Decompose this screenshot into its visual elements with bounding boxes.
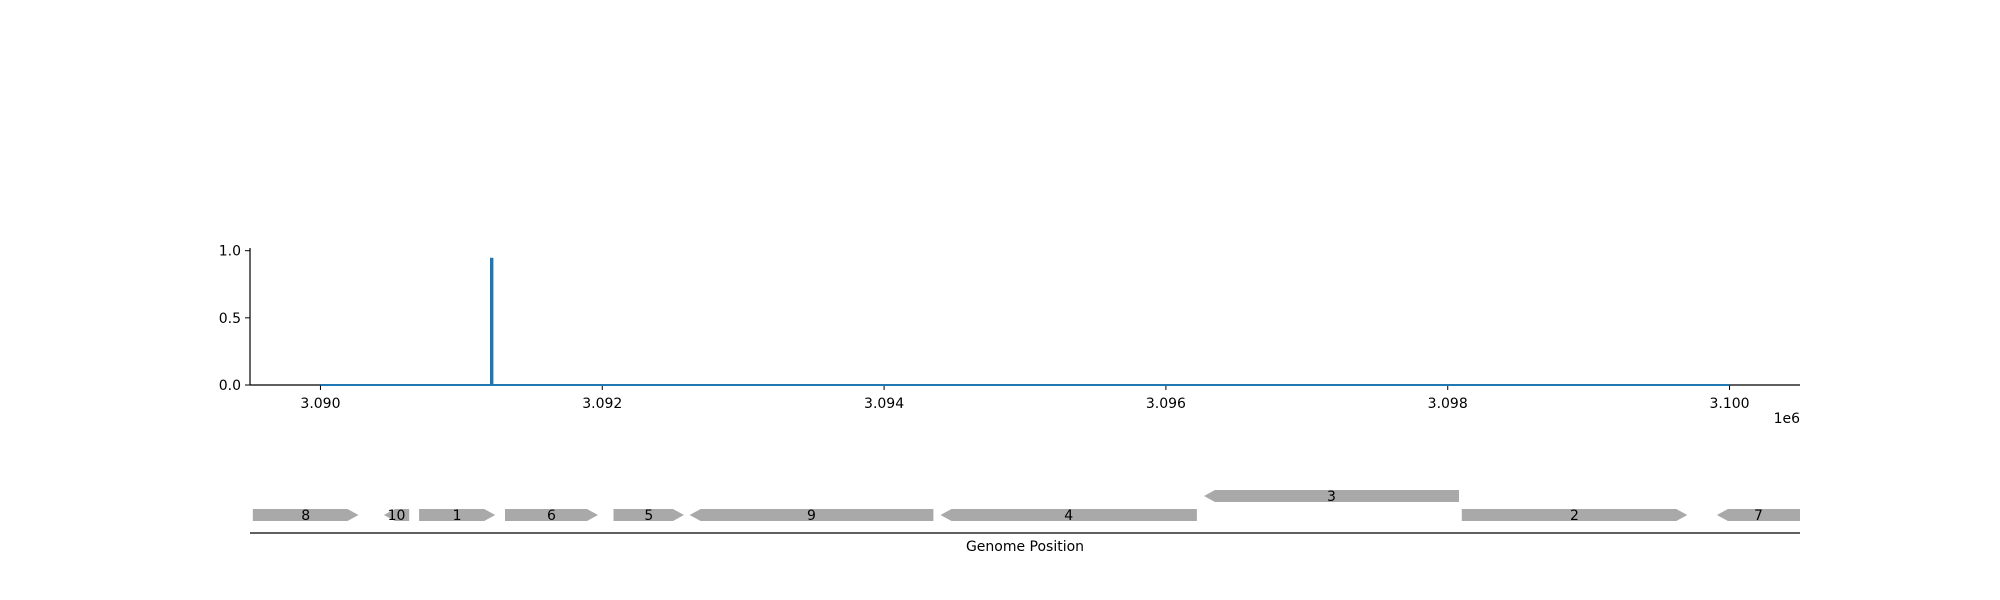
y-tick-label: 1.0 (219, 244, 241, 260)
gene-label: 8 (301, 508, 310, 524)
y-tick-label: 0.0 (219, 378, 241, 394)
x-tick-label: 3.092 (582, 396, 622, 412)
gene-label: 9 (807, 508, 816, 524)
x-offset-label: 1e6 (1774, 411, 1801, 427)
gene-arrow (1716, 509, 1800, 521)
gene-arrow (383, 509, 410, 521)
gene-arrows: 8 10 1 6 5 9 4 3 2 7 (252, 489, 1800, 524)
x-tick-label: 3.098 (1428, 396, 1468, 412)
y-tick-label: 0.5 (219, 311, 241, 327)
coverage-plot: 0.0 0.5 1.0 3.090 3.092 3.094 3.096 3.098 3.100… (219, 244, 1800, 427)
x-tick-label: 3.096 (1146, 396, 1186, 412)
gene-arrow (505, 509, 598, 521)
y-axis-ticks: 0.0 0.5 1.0 (219, 244, 250, 394)
gene-label: 3 (1327, 489, 1336, 505)
gene-arrow (252, 509, 359, 521)
x-tick-label: 3.090 (300, 396, 340, 412)
gene-label: 1 (453, 508, 462, 524)
gene-arrow (419, 509, 496, 521)
gene-label: 4 (1064, 508, 1073, 524)
gene-label: 10 (388, 508, 406, 524)
gene-label: 2 (1570, 508, 1579, 524)
gene-track: 8 10 1 6 5 9 4 3 2 7 Genome Position (250, 489, 1800, 555)
gene-arrow (689, 509, 934, 521)
x-tick-label: 3.100 (1709, 396, 1749, 412)
x-tick-label: 3.094 (864, 396, 904, 412)
gene-label: 5 (644, 508, 653, 524)
x-axis-ticks: 3.090 3.092 3.094 3.096 3.098 3.100 (300, 385, 1750, 412)
gene-label: 7 (1754, 508, 1763, 524)
gene-arrow (940, 509, 1197, 521)
gene-arrow (613, 509, 684, 521)
gene-arrow (1461, 509, 1688, 521)
coverage-line (320, 257, 1730, 386)
x-axis-label: Genome Position (966, 539, 1084, 555)
gene-label: 6 (547, 508, 556, 524)
gene-arrow (1204, 490, 1459, 502)
